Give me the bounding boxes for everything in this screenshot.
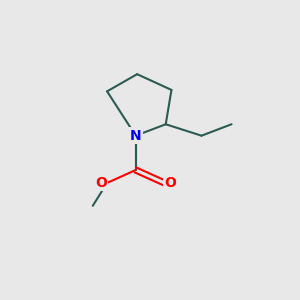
Text: O: O xyxy=(165,176,176,190)
Text: O: O xyxy=(95,176,107,190)
Text: N: N xyxy=(130,129,142,143)
